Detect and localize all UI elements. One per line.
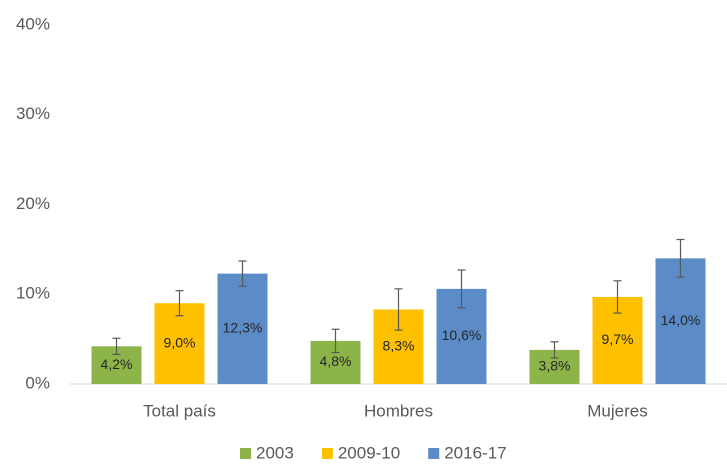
y-tick-label: 40%	[16, 14, 50, 33]
y-tick-label: 0%	[25, 373, 50, 392]
value-label: 4,2%	[101, 356, 133, 372]
legend-swatch	[428, 448, 440, 459]
y-tick-label: 10%	[16, 284, 50, 303]
legend-label: 2003	[256, 443, 294, 462]
bar	[655, 258, 706, 384]
error-bar	[238, 260, 247, 287]
y-tick-label: 20%	[16, 194, 50, 213]
x-tick-label: Total país	[143, 401, 216, 420]
error-bar	[550, 341, 559, 359]
value-label: 3,8%	[539, 358, 571, 374]
y-tick-label: 30%	[16, 104, 50, 123]
bar	[217, 273, 268, 384]
error-bar	[613, 280, 622, 314]
value-label: 14,0%	[661, 312, 701, 328]
legend-label: 2009-10	[338, 443, 400, 462]
legend-label: 2016-17	[444, 443, 506, 462]
value-label: 10,6%	[442, 327, 482, 343]
value-label: 9,7%	[602, 331, 634, 347]
error-bar	[331, 328, 340, 354]
bar	[154, 303, 205, 384]
error-bar	[394, 288, 403, 331]
error-bar	[175, 290, 184, 317]
value-label: 9,0%	[164, 334, 196, 350]
error-bar	[676, 238, 685, 278]
legend-swatch	[321, 448, 333, 459]
x-tick-label: Mujeres	[587, 401, 647, 420]
value-label: 12,3%	[223, 320, 263, 336]
value-label: 8,3%	[383, 337, 415, 353]
legend-swatch	[240, 448, 251, 459]
error-bar	[457, 269, 466, 309]
x-tick-label: Hombres	[364, 401, 433, 420]
value-label: 4,8%	[320, 353, 352, 369]
error-bar	[112, 337, 121, 355]
